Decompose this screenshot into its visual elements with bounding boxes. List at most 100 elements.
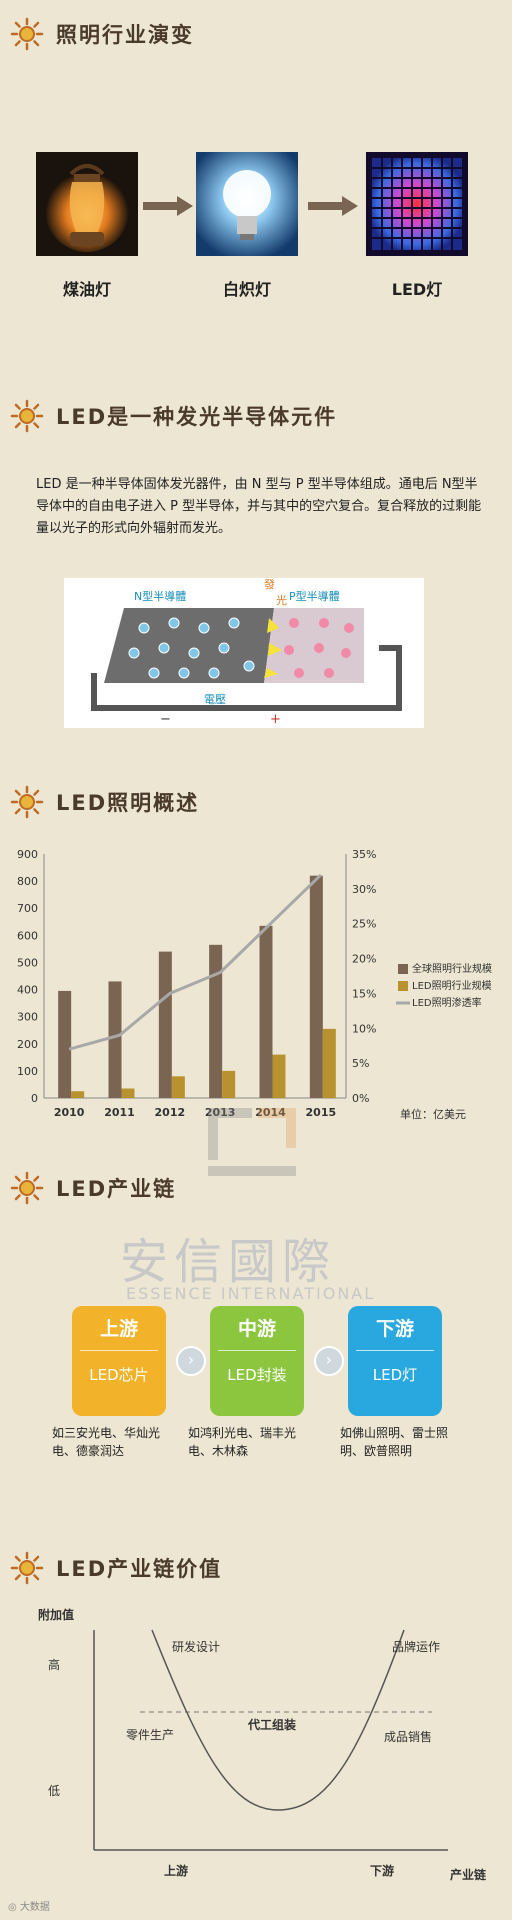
smile-curve: [151, 1629, 405, 1811]
section-header-chain: LED产业链: [10, 1168, 176, 1208]
chain-card-title: 下游: [375, 1318, 414, 1340]
section-header-semiconductor: LED是一种发光半导体元件: [10, 396, 337, 436]
n-type-label: N型半導體: [134, 589, 186, 603]
chain-card-subtitle: LED芯片: [89, 1366, 149, 1384]
section-header-overview: LED照明概述: [10, 782, 199, 822]
chain-card-downstream: 下游 LED灯: [348, 1306, 442, 1416]
bar-global-lighting: [309, 875, 323, 1098]
watermark-en: ESSENCE INTERNATIONAL: [126, 1284, 376, 1303]
chain-card-midstream: 中游 LED封装: [210, 1306, 304, 1416]
y2-tick-label: 35%: [352, 848, 376, 861]
arrow-right-icon: [143, 196, 193, 216]
value-curve-diagram: [93, 1629, 448, 1851]
sun-icon: [10, 399, 44, 433]
legend-label: 全球照明行业规模: [412, 962, 492, 975]
chain-desc-upstream: 如三安光电、华灿光电、德豪润达: [52, 1426, 161, 1458]
chain-desc-downstream: 如佛山照明、雷士照明、欧普照明: [340, 1426, 449, 1458]
bar-global-lighting: [58, 990, 72, 1098]
light-label-2: 光: [276, 593, 287, 607]
semiconductor-paragraph: LED 是一种半导体固体发光器件，由 N 型与 P 型半导体组成。通电后 N型半…: [36, 477, 482, 536]
section-title: LED产业链价值: [56, 1557, 223, 1581]
section-title: LED是一种发光半导体元件: [56, 405, 338, 429]
section-header-value: LED产业链价值: [10, 1548, 222, 1588]
y-tick-label: 700: [17, 902, 38, 915]
evolution-label-led: LED灯: [391, 280, 443, 299]
value-label-oem: 代工组装: [248, 1718, 297, 1732]
section-title: LED照明概述: [56, 791, 200, 815]
bar-global-lighting: [209, 944, 223, 1098]
sun-icon: [10, 1551, 44, 1585]
kerosene-lamp-image: [36, 152, 138, 256]
legend-label: LED照明渗透率: [412, 996, 482, 1009]
chain-desc-midstream: 如鸿利光电、瑞丰光电、木林森: [188, 1426, 297, 1458]
x-tick-label: 2012: [155, 1106, 186, 1119]
y2-tick-label: 20%: [352, 953, 376, 966]
bar-global-lighting: [259, 925, 273, 1098]
evolution-label-kerosene: 煤油灯: [62, 280, 111, 299]
footer-watermark: ◎ 大数据: [8, 1902, 50, 1913]
y2-tick-label: 0%: [352, 1092, 369, 1105]
light-bulb-image: [196, 152, 298, 256]
watermark-cn: 安信國際: [120, 1234, 337, 1290]
section-title: LED产业链: [56, 1177, 177, 1201]
y2-tick-label: 10%: [352, 1022, 376, 1035]
value-label-parts: 零件生产: [126, 1728, 175, 1742]
x-tick-label: 2014: [255, 1106, 286, 1119]
value-label-sales: 成品销售: [384, 1730, 433, 1744]
chain-card-title: 中游: [237, 1318, 276, 1340]
y-tick-label: 100: [17, 1065, 38, 1078]
pn-junction-diagram: N型半導體 P型半導體 發 光 電壓 − +: [64, 578, 424, 728]
evolution-label-bulb: 白炽灯: [222, 280, 271, 299]
minus-sign: −: [160, 712, 171, 727]
chain-card-subtitle: LED封装: [227, 1366, 287, 1384]
bar-led-lighting: [222, 1070, 236, 1098]
chain-card-title: 上游: [99, 1318, 138, 1340]
y2-tick-label: 5%: [352, 1057, 369, 1070]
y-tick-label: 800: [17, 875, 38, 888]
y2-tick-label: 30%: [352, 883, 376, 896]
legend-swatch: [398, 981, 408, 991]
x-tick-label: 2013: [205, 1106, 236, 1119]
value-label-rd: 研发设计: [172, 1640, 221, 1654]
arrow-right-icon: [308, 196, 358, 216]
y-tick-label: 300: [17, 1011, 38, 1024]
line-led-penetration: [68, 873, 322, 1051]
sun-icon: [10, 785, 44, 819]
x-tick-label: 2010: [54, 1106, 85, 1119]
unit-note: 单位：亿美元: [400, 1107, 466, 1121]
section-title: 照明行业演变: [56, 23, 194, 47]
voltage-label: 電壓: [204, 693, 226, 706]
x-tick-label: 2011: [104, 1106, 135, 1119]
value-low-label: 低: [48, 1784, 61, 1798]
value-high-label: 高: [48, 1658, 61, 1672]
bar-led-lighting: [71, 1091, 85, 1098]
led-panel-image: [366, 152, 468, 256]
chain-card-subtitle: LED灯: [372, 1366, 418, 1384]
essence-logo-watermark: [208, 1108, 296, 1176]
chevron-right-icon: ›: [176, 1346, 206, 1376]
chain-card-upstream: 上游 LED芯片: [72, 1306, 166, 1416]
value-downstream-label: 下游: [370, 1864, 395, 1878]
bar-global-lighting: [108, 981, 122, 1098]
y2-tick-label: 25%: [352, 918, 376, 931]
sun-icon: [10, 17, 44, 51]
led-market-chart: 0 100 200 300 400 500 600 700 800 900 0% 5% 10% 15% 20…: [17, 848, 492, 1121]
weibo-icon: ◎: [8, 1902, 17, 1913]
bar-led-lighting: [171, 1076, 185, 1098]
section-header-evolution: 照明行业演变: [10, 14, 194, 54]
y-tick-label: 500: [17, 956, 38, 969]
value-y-axis-label: 附加值: [38, 1608, 75, 1622]
bar-global-lighting: [158, 951, 172, 1098]
y-tick-label: 600: [17, 929, 38, 942]
y-tick-label: 900: [17, 848, 38, 861]
value-upstream-label: 上游: [164, 1864, 189, 1878]
legend-label: LED照明行业规模: [412, 979, 492, 992]
light-label-1: 發: [264, 578, 275, 591]
chevron-right-icon: ›: [314, 1346, 344, 1376]
y2-tick-label: 15%: [352, 987, 376, 1000]
legend-swatch: [398, 964, 408, 974]
p-type-label: P型半導體: [289, 589, 340, 603]
plus-sign: +: [270, 712, 281, 727]
sun-icon: [10, 1171, 44, 1205]
x-tick-label: 2015: [306, 1106, 337, 1119]
